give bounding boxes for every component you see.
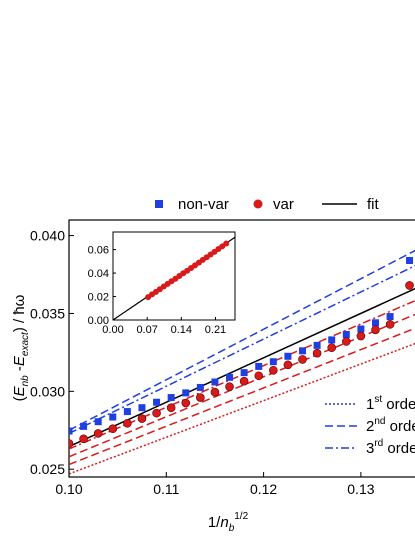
point-non-var (386, 313, 394, 321)
x-tick-label: 0.14 (171, 324, 192, 336)
inset-plot-frame (112, 231, 236, 321)
x-tick-label: 0.11 (153, 481, 179, 497)
point-non-var (299, 347, 307, 355)
line-fit (69, 287, 415, 448)
point-var (79, 434, 88, 444)
point-var (152, 408, 161, 418)
point-var (405, 281, 414, 290)
point-non-var (371, 319, 379, 327)
line-var-dashed (69, 313, 415, 458)
x-tick-label: 0.10 (55, 481, 82, 497)
point-non-var (406, 256, 414, 264)
line-nonvar-dashdot (69, 264, 415, 435)
point-var (166, 403, 176, 412)
line-var-dotted (69, 342, 415, 475)
y-tick-label: 0.035 (30, 305, 65, 321)
legend-label-2nd: 2nd orde (366, 416, 415, 435)
legend-marker-nonvar (155, 200, 163, 208)
point-non-var (357, 325, 365, 333)
point-var (93, 429, 103, 438)
point-var (196, 393, 205, 402)
point-var (312, 348, 322, 358)
legend-right: 1st orde 2nd orde 3rd orde (325, 394, 415, 457)
point-non-var (123, 408, 131, 416)
point-non-var (328, 336, 336, 344)
legend-label-fit: fit (367, 196, 380, 213)
y-tick-label: 0.025 (30, 461, 65, 477)
main-series-points (69, 256, 414, 448)
x-tick-label: 0.12 (250, 481, 277, 497)
point-non-var (196, 383, 204, 391)
x-tick-label: 0.13 (347, 481, 374, 497)
x-tick-label: 0.00 (102, 324, 123, 336)
legend-label-nonvar: non-var (178, 196, 229, 213)
point-non-var (226, 373, 234, 381)
x-axis-label: 1/nb1/2 (208, 511, 249, 534)
point-var (254, 371, 264, 381)
point-non-var (269, 358, 277, 366)
inset-series-points (145, 240, 230, 301)
point-non-var (153, 398, 161, 406)
main-axis-ticks: 0.10 0.11 0.12 0.13 0.025 0.030 0.035 0.040 (30, 228, 375, 497)
y-tick-label: 0.00 (88, 315, 109, 327)
point-non-var (284, 352, 292, 360)
y-axis-label: (Enb -Eexact) / ħω (11, 294, 31, 401)
point-non-var (240, 369, 248, 377)
point-var (385, 320, 395, 329)
y-tick-label: 0.06 (88, 245, 109, 257)
point-non-var (211, 378, 219, 386)
y-tick-label: 0.030 (30, 383, 65, 399)
main-plot-frame (68, 219, 415, 478)
point-non-var (255, 362, 263, 370)
y-tick-label: 0.040 (30, 228, 65, 244)
y-tick-label: 0.04 (88, 268, 109, 280)
legend-label-var: var (273, 196, 294, 213)
inset-background (113, 232, 235, 320)
point-non-var (109, 413, 117, 421)
point-var (298, 355, 307, 364)
point-var (269, 366, 278, 375)
point-non-var (182, 389, 190, 397)
point-non-var (80, 422, 88, 430)
inset-axis-ticks: 0.00 0.07 0.14 0.21 0.00 0.02 0.04 0.06 (88, 245, 227, 336)
point-var (356, 331, 366, 341)
line-var-dashed-2 (69, 327, 415, 466)
point-var-inset (223, 240, 230, 247)
point-var (225, 382, 234, 391)
point-var (137, 414, 147, 423)
y-tick-label: 0.02 (88, 292, 109, 304)
point-var (210, 387, 220, 397)
point-non-var (313, 341, 321, 349)
legend-label-1st: 1st orde (366, 394, 415, 413)
point-var (181, 398, 191, 408)
legend-marker-var (253, 199, 263, 209)
point-var (69, 439, 74, 448)
point-non-var (69, 427, 73, 435)
line-nonvar-dashed (69, 249, 415, 431)
legend-top: non-var var fit (155, 196, 380, 213)
point-var (239, 376, 249, 386)
point-non-var (342, 330, 350, 338)
point-var (341, 337, 351, 346)
point-non-var (94, 418, 102, 426)
point-var (123, 418, 132, 428)
point-var (371, 325, 380, 335)
point-non-var (138, 404, 146, 412)
x-tick-label: 0.21 (205, 324, 226, 336)
point-var (283, 360, 293, 370)
point-var (327, 343, 337, 353)
x-tick-label: 0.07 (136, 324, 157, 336)
point-var (108, 424, 118, 434)
point-non-var (167, 394, 175, 402)
legend-label-3rd: 3rd orde (366, 438, 415, 457)
